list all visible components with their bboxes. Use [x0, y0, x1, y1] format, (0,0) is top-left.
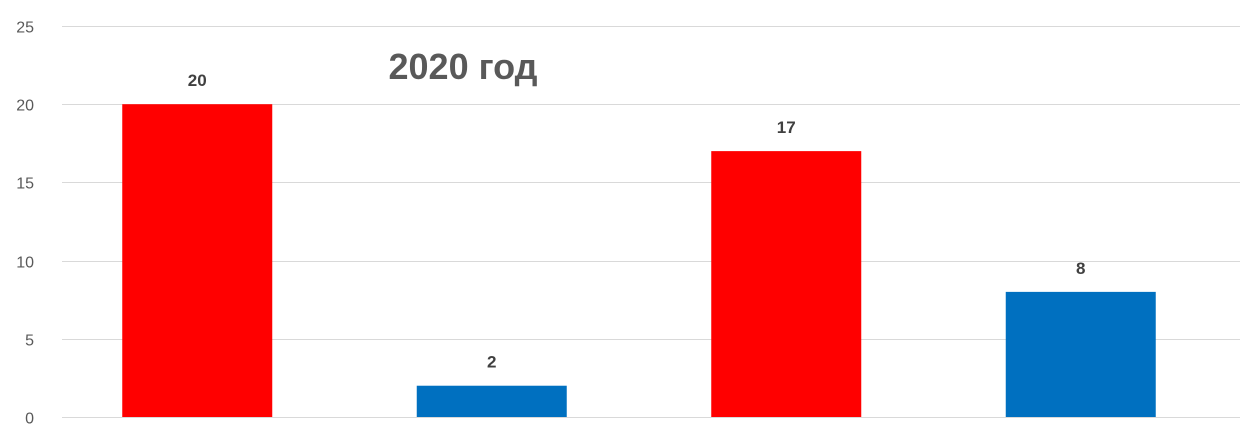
- bar-2: [416, 385, 567, 417]
- y-tick-label: 20: [16, 98, 34, 115]
- y-axis-ticks: 0 5 10 15 20 25: [16, 20, 34, 428]
- bar-4: [1005, 291, 1156, 417]
- data-label-3: 17: [777, 118, 796, 137]
- bars: [122, 104, 1156, 417]
- chart-title: 2020 год: [389, 46, 538, 87]
- y-tick-label: 25: [16, 20, 34, 37]
- y-tick-label: 5: [25, 333, 34, 350]
- bar-1: [122, 104, 273, 417]
- data-label-1: 20: [188, 71, 207, 90]
- y-tick-label: 10: [16, 255, 34, 272]
- y-tick-label: 15: [16, 176, 34, 193]
- bar-3: [711, 151, 862, 417]
- data-labels: 20 2 17 8: [188, 71, 1086, 372]
- data-label-4: 8: [1076, 259, 1085, 278]
- data-label-2: 2: [487, 353, 496, 372]
- y-tick-label: 0: [25, 411, 34, 428]
